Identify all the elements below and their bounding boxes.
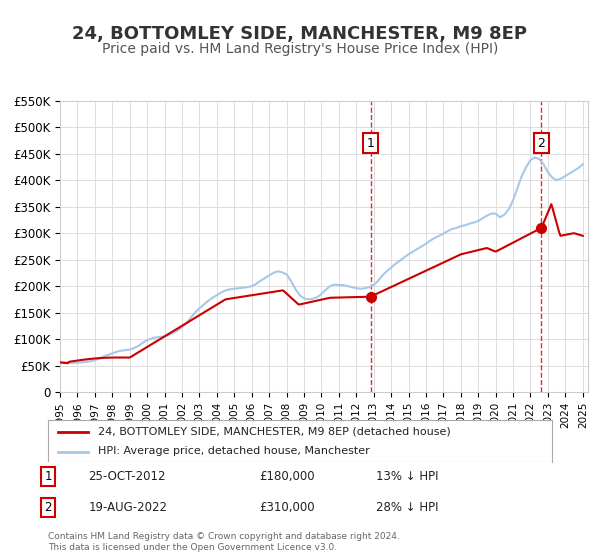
Text: 24, BOTTOMLEY SIDE, MANCHESTER, M9 8EP (detached house): 24, BOTTOMLEY SIDE, MANCHESTER, M9 8EP (…	[98, 427, 451, 437]
Text: 13% ↓ HPI: 13% ↓ HPI	[376, 470, 438, 483]
Text: 2: 2	[538, 137, 545, 150]
Text: 28% ↓ HPI: 28% ↓ HPI	[376, 501, 438, 514]
Text: £180,000: £180,000	[260, 470, 316, 483]
Text: Contains HM Land Registry data © Crown copyright and database right 2024.: Contains HM Land Registry data © Crown c…	[48, 532, 400, 541]
Text: 1: 1	[44, 470, 52, 483]
Text: 2: 2	[44, 501, 52, 514]
Text: 24, BOTTOMLEY SIDE, MANCHESTER, M9 8EP: 24, BOTTOMLEY SIDE, MANCHESTER, M9 8EP	[73, 25, 527, 43]
Text: HPI: Average price, detached house, Manchester: HPI: Average price, detached house, Manc…	[98, 446, 370, 456]
Text: Price paid vs. HM Land Registry's House Price Index (HPI): Price paid vs. HM Land Registry's House …	[102, 42, 498, 56]
Text: This data is licensed under the Open Government Licence v3.0.: This data is licensed under the Open Gov…	[48, 543, 337, 552]
Text: £310,000: £310,000	[260, 501, 316, 514]
Text: 25-OCT-2012: 25-OCT-2012	[88, 470, 166, 483]
Text: 19-AUG-2022: 19-AUG-2022	[88, 501, 167, 514]
Text: 1: 1	[367, 137, 374, 150]
